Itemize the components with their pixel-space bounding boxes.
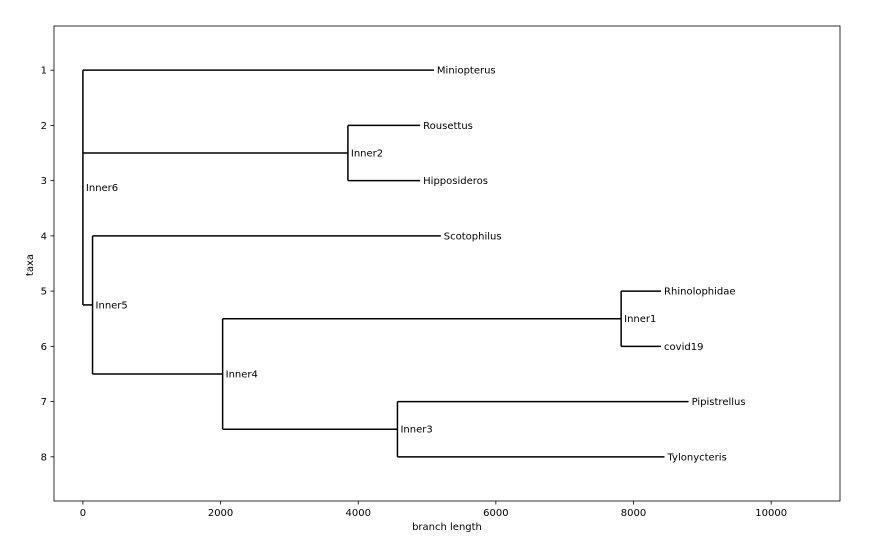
y-tick-label: 5 bbox=[41, 287, 47, 298]
branches-layer bbox=[82, 69, 689, 458]
tip-label: Rhinolophidae bbox=[664, 287, 736, 298]
node-label: Inner5 bbox=[96, 300, 128, 311]
tip-label: covid19 bbox=[664, 342, 703, 353]
node-label: Inner2 bbox=[351, 149, 383, 160]
x-tick-label: 0 bbox=[80, 508, 86, 519]
node-label: Inner4 bbox=[226, 369, 258, 380]
node-label: Inner6 bbox=[86, 183, 118, 194]
y-tick-label: 2 bbox=[41, 121, 47, 132]
axes-layer: 0 2000 4000 6000 8000 10000 1 2 3 4 5 6 7 8 bbox=[41, 25, 841, 519]
y-tick-label: 6 bbox=[41, 342, 47, 353]
tip-label: Rousettus bbox=[423, 121, 473, 132]
y-tick-label: 1 bbox=[41, 66, 47, 77]
tip-label: Pipistrellus bbox=[692, 397, 746, 408]
tip-label: Hipposideros bbox=[423, 176, 488, 187]
plot-frame bbox=[53, 25, 841, 502]
x-tick-label: 10000 bbox=[755, 508, 787, 519]
y-tick-label: 8 bbox=[41, 452, 47, 463]
tip-label: Tylonycteris bbox=[666, 452, 726, 463]
y-tick-label: 4 bbox=[41, 231, 47, 242]
x-tick-label: 8000 bbox=[621, 508, 646, 519]
x-axis-label: branch length bbox=[412, 522, 482, 533]
x-tick-label: 6000 bbox=[483, 508, 508, 519]
x-tick-label: 4000 bbox=[345, 508, 370, 519]
node-label: Inner1 bbox=[624, 314, 656, 325]
x-tick-label: 2000 bbox=[208, 508, 233, 519]
tip-label: Scotophilus bbox=[444, 231, 502, 242]
node-label: Inner3 bbox=[400, 425, 432, 436]
tip-label: Miniopterus bbox=[437, 66, 496, 77]
y-axis-label: taxa bbox=[25, 254, 36, 276]
y-tick-label: 7 bbox=[41, 397, 47, 408]
labels-layer: Miniopterus Rousettus Hipposideros Scotophi… bbox=[86, 66, 746, 464]
y-tick-label: 3 bbox=[41, 176, 47, 187]
